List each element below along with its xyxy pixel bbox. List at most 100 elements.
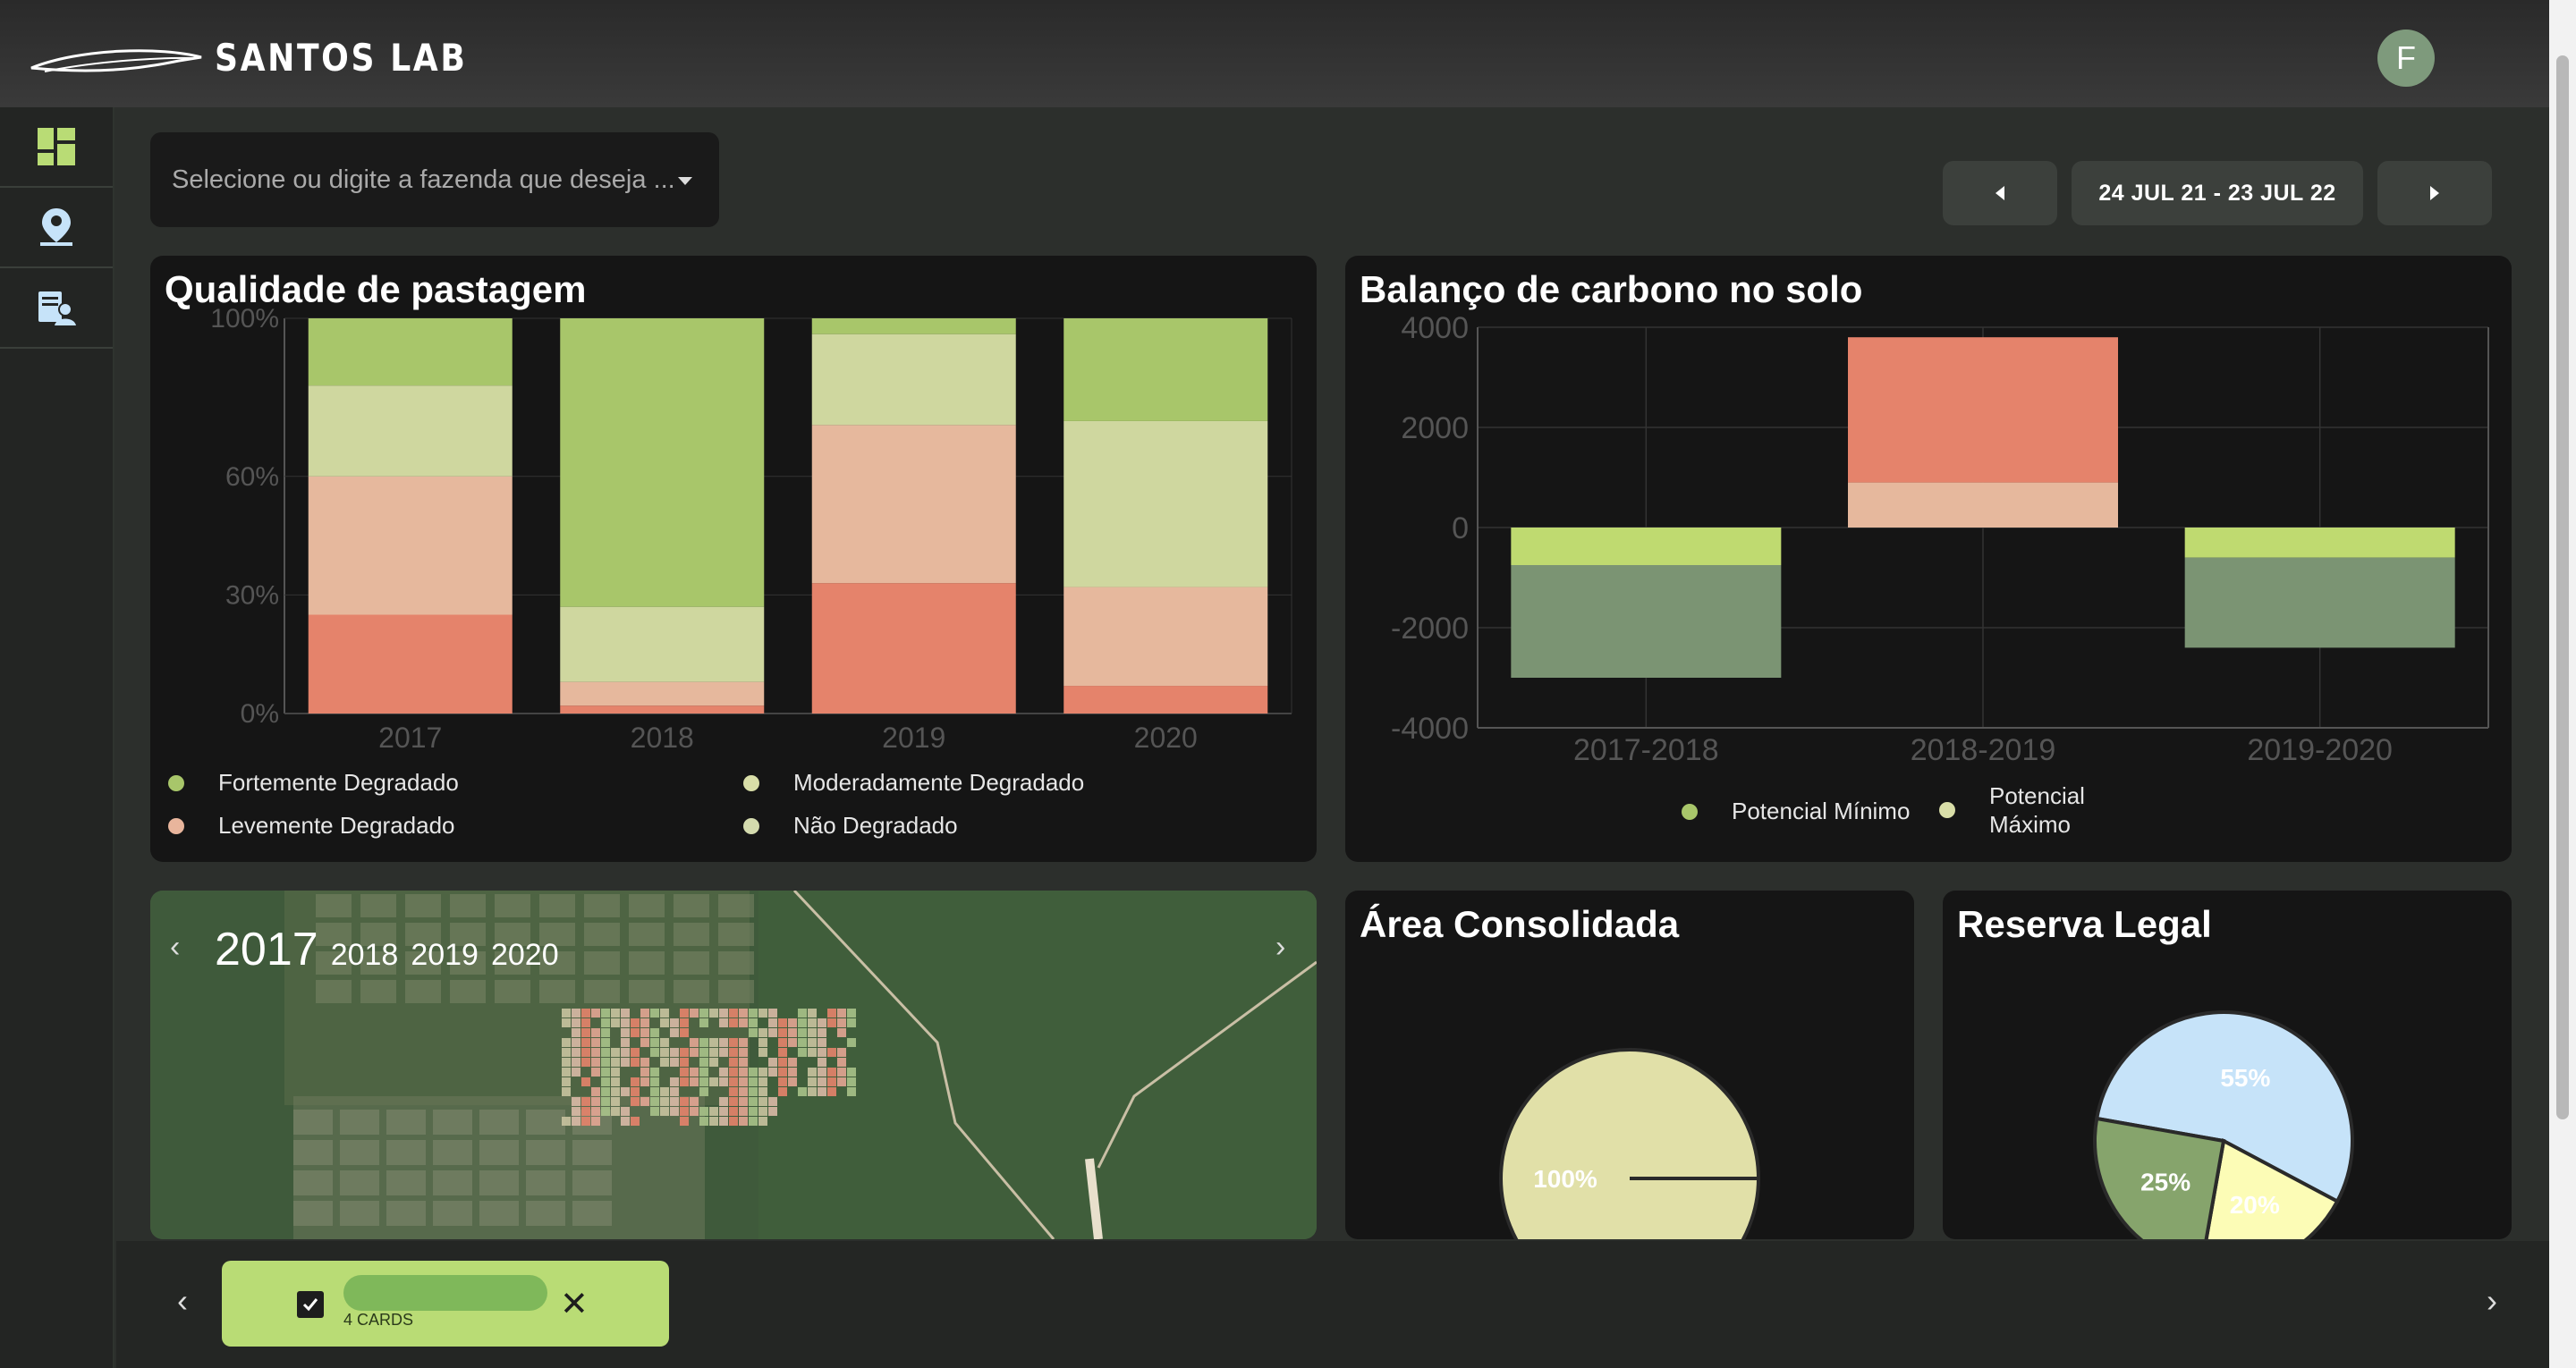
- map-health-cell: [690, 1038, 699, 1047]
- map-parcel: [584, 923, 620, 946]
- date-next-button[interactable]: [2377, 161, 2492, 225]
- map-health-cell: [827, 1077, 836, 1086]
- checkbox-checked-icon[interactable]: [297, 1291, 324, 1318]
- footer-next-icon[interactable]: ›: [2487, 1282, 2497, 1319]
- map-health-cell: [562, 1009, 571, 1018]
- map-parcel: [433, 1140, 472, 1165]
- legend-item[interactable]: Levemente Degradado: [168, 812, 455, 840]
- map-year-2020[interactable]: 2020: [490, 938, 559, 972]
- map-health-cell: [827, 1068, 836, 1077]
- card-set-chip[interactable]: 4 CARDS ✕: [222, 1261, 669, 1347]
- map-health-cell: [650, 1107, 659, 1116]
- map-health-cell: [621, 1038, 630, 1047]
- map-health-cell: [749, 1117, 758, 1126]
- dropdown-caret-icon: [678, 177, 692, 185]
- map-health-cell: [680, 1068, 689, 1077]
- map-parcel: [405, 951, 441, 975]
- page-scrollbar[interactable]: [2549, 0, 2576, 1368]
- map-health-cell: [562, 1058, 571, 1067]
- map-health-cell: [631, 1117, 640, 1126]
- map-parcel: [495, 923, 530, 946]
- legend-item[interactable]: Potencial Máximo: [1939, 781, 2114, 839]
- map-health-cell: [729, 1077, 738, 1086]
- map-health-cell: [581, 1077, 590, 1086]
- legend-item[interactable]: Não Degradado: [743, 812, 958, 840]
- map-health-cell: [719, 1018, 728, 1027]
- map-health-cell: [601, 1009, 610, 1018]
- pie-label: 25%: [2140, 1168, 2190, 1195]
- map-parcel: [718, 980, 754, 1003]
- y-tick-label: 4000: [1401, 311, 1469, 345]
- legal-reserve-card: Reserva Legal 55% 20% 25%: [1943, 891, 2512, 1239]
- map-parcel: [293, 1140, 333, 1165]
- map-parcel: [495, 894, 530, 917]
- map-health-cell: [680, 1028, 689, 1037]
- consolidated-area-card: Área Consolidada 100%: [1345, 891, 1914, 1239]
- map-health-cell: [690, 1009, 699, 1018]
- map-health-cell: [758, 1028, 767, 1037]
- map-year-next-icon[interactable]: ›: [1275, 930, 1286, 964]
- map-health-cell: [581, 1048, 590, 1057]
- map-health-cell: [788, 1038, 797, 1047]
- map-health-cell: [611, 1107, 620, 1116]
- x-tick-label: 2017-2018: [1573, 733, 1719, 767]
- map-health-cell: [699, 1107, 708, 1116]
- map-health-cell: [798, 1018, 807, 1027]
- farm-map[interactable]: ‹ 2017 2018 2019 2020 ›: [150, 891, 1317, 1239]
- map-health-cell: [581, 1018, 590, 1027]
- x-tick-label: 2020: [1134, 722, 1198, 754]
- map-year-prev-icon[interactable]: ‹: [170, 930, 181, 964]
- close-icon[interactable]: ✕: [560, 1286, 589, 1323]
- chip-label-redacted: [343, 1275, 547, 1311]
- farm-select[interactable]: Selecione ou digite a fazenda que deseja…: [150, 132, 719, 227]
- map-health-cell: [778, 1028, 787, 1037]
- map-health-cell: [758, 1038, 767, 1047]
- map-health-cell: [621, 1087, 630, 1096]
- bar-segment: [811, 425, 1016, 584]
- map-health-cell: [660, 1009, 669, 1018]
- legend-item[interactable]: Moderadamente Degradado: [743, 769, 1084, 797]
- map-health-cell: [798, 1009, 807, 1018]
- map-parcel: [316, 951, 352, 975]
- map-year-2019[interactable]: 2019: [411, 938, 479, 972]
- map-year-2018[interactable]: 2018: [330, 938, 399, 972]
- bar-segment: [560, 606, 765, 682]
- x-tick-label: 2018-2019: [1911, 733, 2056, 767]
- date-prev-button[interactable]: [1943, 161, 2057, 225]
- map-health-cell: [650, 1077, 659, 1086]
- bar-segment: [1511, 528, 1782, 565]
- date-range-label[interactable]: 24 JUL 21 - 23 JUL 22: [2072, 161, 2363, 225]
- legend-item[interactable]: Potencial Mínimo: [1682, 798, 1910, 825]
- map-health-cell: [601, 1018, 610, 1027]
- map-parcel: [718, 894, 754, 917]
- map-parcel: [316, 980, 352, 1003]
- map-health-cell: [837, 1018, 846, 1027]
- legend-item[interactable]: Fortemente Degradado: [168, 769, 459, 797]
- map-health-cell: [640, 1077, 649, 1086]
- map-health-cell: [572, 1117, 580, 1126]
- map-parcel: [293, 1170, 333, 1195]
- map-health-cell: [670, 1107, 679, 1116]
- map-health-cell: [601, 1107, 610, 1116]
- y-tick-label: 60%: [225, 462, 279, 492]
- map-health-cell: [729, 1068, 738, 1077]
- logo[interactable]: SANTOS LAB: [27, 30, 508, 84]
- map-year-2017[interactable]: 2017: [215, 924, 318, 975]
- map-health-cell: [739, 1077, 748, 1086]
- map-parcel: [386, 1201, 426, 1226]
- sidebar-item-map[interactable]: [0, 188, 113, 268]
- map-health-cell: [591, 1058, 600, 1067]
- map-health-cell: [660, 1097, 669, 1106]
- map-parcel: [386, 1110, 426, 1135]
- map-health-cell: [591, 1009, 600, 1018]
- scroll-thumb[interactable]: [2556, 55, 2569, 1119]
- user-avatar[interactable]: F: [2377, 30, 2435, 87]
- map-health-cell: [680, 1058, 689, 1067]
- footer-prev-icon[interactable]: ‹: [177, 1282, 188, 1319]
- sidebar-item-users[interactable]: [0, 268, 113, 349]
- pasture-quality-title: Qualidade de pastagem: [165, 268, 587, 310]
- map-parcel: [674, 923, 709, 946]
- sidebar-item-dashboard[interactable]: [0, 107, 113, 188]
- map-health-cell: [749, 1068, 758, 1077]
- map-health-cell: [601, 1068, 610, 1077]
